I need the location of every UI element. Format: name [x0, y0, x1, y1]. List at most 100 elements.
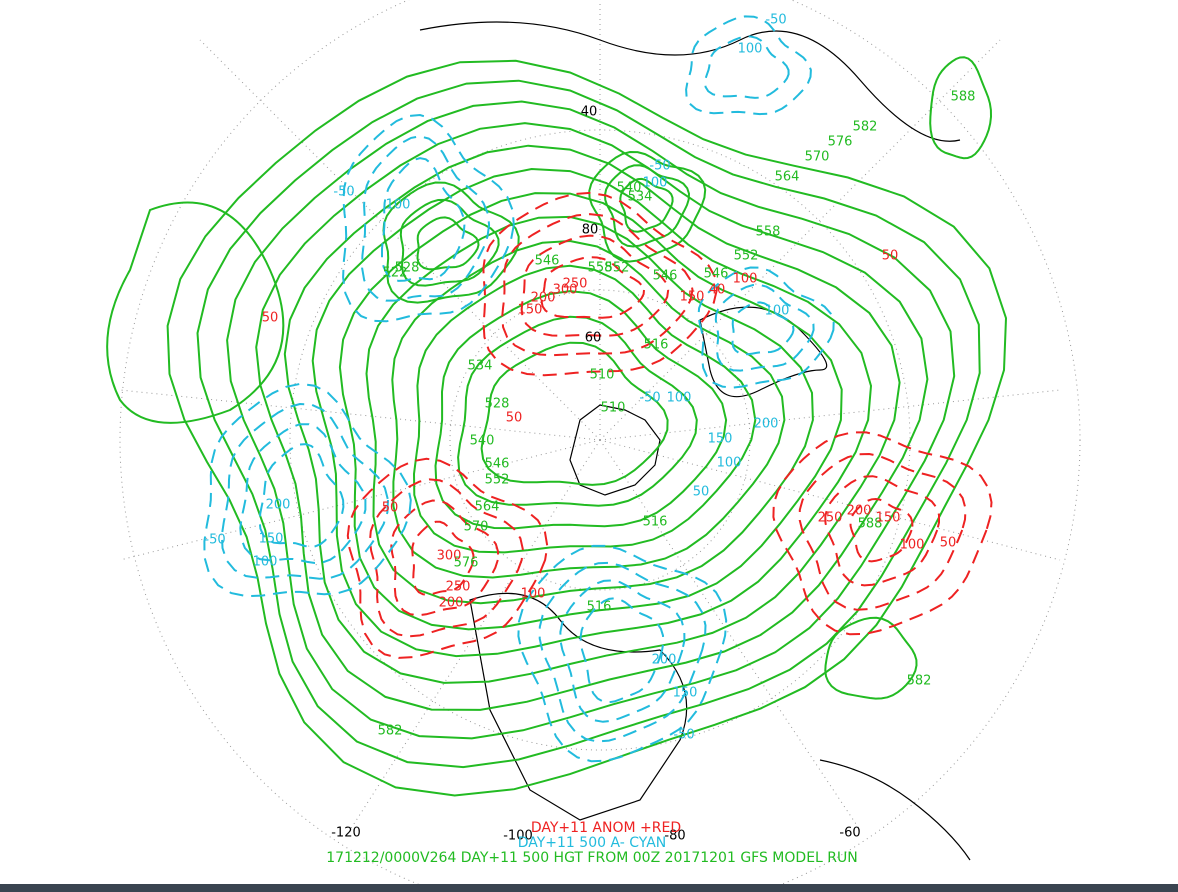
departure-label: 150: [708, 432, 733, 447]
height-label: 582: [378, 724, 403, 739]
anomaly-label: 150: [876, 511, 901, 526]
height-contour: [434, 290, 728, 530]
dashed-contour: [731, 301, 795, 356]
run-info: 171212/0000V264 DAY+11 500 HGT FROM 00Z …: [326, 850, 857, 866]
longitude-label: 60: [585, 331, 602, 346]
anomaly-label: 50: [506, 411, 523, 426]
height-label: 540: [617, 181, 642, 196]
departure-legend: DAY+11 500 A- CYAN: [518, 835, 667, 851]
height-contour: [382, 181, 520, 304]
dashed-contour: [203, 382, 412, 598]
dashed-contour: [220, 402, 390, 580]
height-label: 540: [470, 434, 495, 449]
dashed-contour: [849, 497, 914, 563]
height-contour: [412, 264, 757, 554]
height-label: 534: [468, 359, 493, 374]
dashed-contour: [520, 234, 670, 337]
taskbar-edge: [0, 884, 1178, 892]
height-contour: [106, 201, 285, 424]
height-label: 546: [704, 267, 729, 282]
anomaly-label: 50: [382, 501, 399, 516]
height-label: 528: [485, 397, 510, 412]
dashed-contour: [239, 423, 367, 565]
anomaly-label: 200: [531, 291, 556, 306]
departure-label: 100: [643, 176, 668, 191]
dashed-contour: [798, 452, 967, 611]
departure-label: 150: [259, 532, 284, 547]
departure-label: -50: [649, 159, 670, 174]
dashed-contour: [501, 213, 694, 357]
anomaly-label: 250: [818, 511, 843, 526]
height-contour: [365, 215, 814, 605]
anomaly-label: 150: [518, 303, 543, 318]
anomaly-label: 50: [940, 536, 957, 551]
height-contour: [391, 239, 786, 579]
departure-label: 200: [652, 653, 677, 668]
height-label: 558: [588, 261, 613, 276]
dashed-contour: [579, 597, 665, 704]
dashed-contour: [772, 431, 993, 636]
height-label: 546: [485, 457, 510, 472]
departure-label: 200: [754, 417, 779, 432]
departure-label: 100: [253, 555, 278, 570]
height-label: 576: [454, 556, 479, 571]
anomaly-label: 40: [709, 283, 726, 298]
height-contour: [226, 100, 956, 740]
dashed-contour: [411, 520, 475, 596]
height-label: 582: [853, 120, 878, 135]
height-contour: [619, 177, 674, 233]
height-label: 570: [464, 520, 489, 535]
departure-label: -50: [639, 391, 660, 406]
contours: [106, 15, 1008, 797]
height-contour: [480, 341, 669, 486]
dashed-contour: [824, 475, 940, 587]
departure-label: -50: [673, 728, 694, 743]
anomaly-label: 100: [733, 272, 758, 287]
longitude-label: 40: [581, 105, 598, 120]
height-contour: [196, 79, 981, 769]
dashed-contour: [517, 544, 728, 763]
departure-label: -50: [204, 533, 225, 548]
height-label: 510: [601, 401, 626, 416]
dashed-contour: [346, 457, 549, 659]
anomaly-label: 50: [262, 311, 279, 326]
departure-label: 100: [765, 304, 790, 319]
anomaly-label: 250: [446, 580, 471, 595]
height-contour: [166, 59, 1008, 797]
height-contour: [283, 144, 901, 684]
dashed-contour: [482, 191, 718, 377]
anomaly-label: 50: [882, 249, 899, 264]
dashed-contour: [368, 478, 524, 638]
height-contour: [457, 315, 698, 507]
height-label: 534: [628, 190, 653, 205]
dashed-contour: [559, 579, 686, 723]
height-label: 552: [485, 473, 510, 488]
dashed-contour: [685, 15, 812, 116]
dashed-contour: [258, 443, 345, 548]
dashed-contour: [390, 499, 500, 617]
height-label: 582: [907, 674, 932, 689]
height-label: 510: [590, 368, 615, 383]
anomaly-label: 100: [521, 587, 546, 602]
height-label: 558: [756, 225, 781, 240]
height-label: 516: [644, 338, 669, 353]
height-label: 522: [383, 266, 408, 281]
departure-label: -50: [765, 13, 786, 28]
dashed-contour: [714, 283, 815, 372]
dashed-contour: [540, 256, 646, 319]
height-contour: [929, 56, 993, 160]
height-label: 516: [587, 600, 612, 615]
anomaly-label: 150: [680, 290, 705, 305]
height-label: 546: [653, 269, 678, 284]
departure-label: 100: [717, 456, 742, 471]
height-label: 552: [734, 249, 759, 264]
height-contour: [824, 616, 918, 700]
departure-label: 100: [738, 42, 763, 57]
height-label: 552: [605, 261, 630, 276]
departure-label: 200: [266, 498, 291, 513]
anomaly-label: 200: [847, 504, 872, 519]
height-label: 588: [951, 90, 976, 105]
